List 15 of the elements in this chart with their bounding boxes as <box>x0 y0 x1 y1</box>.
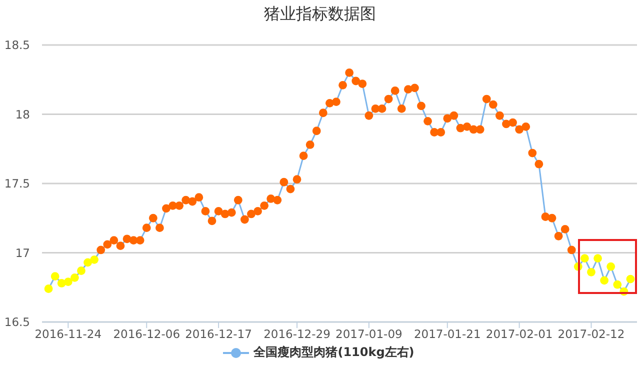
y-tick-label: 18 <box>15 107 30 122</box>
x-tick-label: 2017-02-01 <box>486 327 553 342</box>
x-tick-label: 2017-02-12 <box>558 327 625 342</box>
x-tick-label: 2016-12-29 <box>264 327 330 342</box>
x-tick-label: 2017-01-21 <box>414 327 481 342</box>
y-tick-label: 17.5 <box>4 176 30 191</box>
legend-label: 全国瘦肉型肉猪(110kg左右) <box>254 344 414 361</box>
x-tick-label: 2016-12-06 <box>113 327 180 342</box>
x-tick-label: 2017-01-09 <box>336 327 402 342</box>
x-tick-label: 2016-11-24 <box>34 327 102 342</box>
y-tick-label: 17 <box>15 246 30 260</box>
y-tick-label: 16.5 <box>4 315 30 330</box>
chart-title: 猪业指标数据图 <box>263 4 377 25</box>
x-tick-label: 2016-12-17 <box>185 327 252 342</box>
y-tick-label: 18.5 <box>4 38 30 52</box>
